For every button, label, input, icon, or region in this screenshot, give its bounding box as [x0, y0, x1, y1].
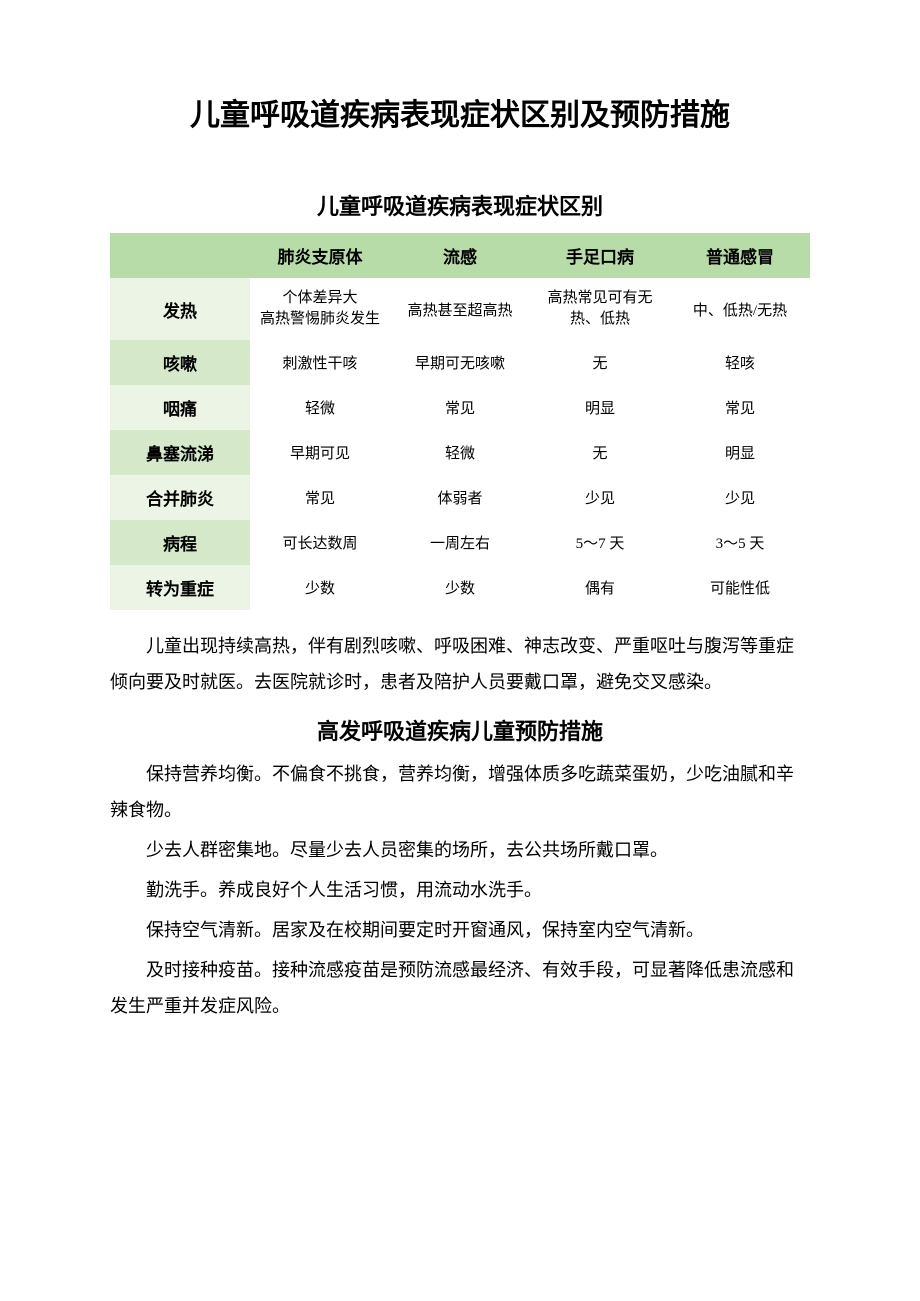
cell: 少见 [670, 475, 810, 520]
table-row: 鼻塞流涕 早期可见 轻微 无 明显 [110, 430, 810, 475]
cell: 可能性低 [670, 565, 810, 610]
cell: 轻微 [390, 430, 530, 475]
cell: 高热常见可有无热、低热 [530, 278, 670, 340]
table-row: 合并肺炎 常见 体弱者 少见 少见 [110, 475, 810, 520]
cell: 刺激性干咳 [250, 340, 390, 385]
cell: 高热甚至超高热 [390, 278, 530, 340]
table-row: 发热 个体差异大高热警惕肺炎发生 高热甚至超高热 高热常见可有无热、低热 中、低… [110, 278, 810, 340]
cell: 体弱者 [390, 475, 530, 520]
cell: 个体差异大高热警惕肺炎发生 [250, 278, 390, 340]
table-row: 病程 可长达数周 一周左右 5～7 天 3～5 天 [110, 520, 810, 565]
col-header-4: 普通感冒 [670, 233, 810, 278]
col-header-1: 肺炎支原体 [250, 233, 390, 278]
cell: 常见 [670, 385, 810, 430]
cell: 轻微 [250, 385, 390, 430]
cell: 中、低热/无热 [670, 278, 810, 340]
cell: 常见 [390, 385, 530, 430]
row-label: 病程 [110, 520, 250, 565]
cell: 可长达数周 [250, 520, 390, 565]
table-row: 转为重症 少数 少数 偶有 可能性低 [110, 565, 810, 610]
cell: 常见 [250, 475, 390, 520]
cell: 早期可见 [250, 430, 390, 475]
cell: 少见 [530, 475, 670, 520]
row-label: 咳嗽 [110, 340, 250, 385]
cell: 无 [530, 430, 670, 475]
prevention-paragraph: 保持空气清新。居家及在校期间要定时开窗通风，保持室内空气清新。 [110, 912, 810, 948]
cell: 明显 [530, 385, 670, 430]
row-label: 鼻塞流涕 [110, 430, 250, 475]
prevention-paragraph: 及时接种疫苗。接种流感疫苗是预防流感最经济、有效手段，可显著降低患流感和发生严重… [110, 952, 810, 1024]
cell: 偶有 [530, 565, 670, 610]
cell: 明显 [670, 430, 810, 475]
prevention-section-title: 高发呼吸道疾病儿童预防措施 [110, 714, 810, 746]
row-label: 发热 [110, 278, 250, 340]
cell: 少数 [390, 565, 530, 610]
cell: 无 [530, 340, 670, 385]
cell: 轻咳 [670, 340, 810, 385]
col-header-0 [110, 233, 250, 278]
prevention-paragraph: 少去人群密集地。尽量少去人员密集的场所，去公共场所戴口罩。 [110, 832, 810, 868]
prevention-paragraph: 保持营养均衡。不偏食不挑食，营养均衡，增强体质多吃蔬菜蛋奶，少吃油腻和辛辣食物。 [110, 756, 810, 828]
cell: 5～7 天 [530, 520, 670, 565]
table-row: 咽痛 轻微 常见 明显 常见 [110, 385, 810, 430]
row-label: 合并肺炎 [110, 475, 250, 520]
cell: 早期可无咳嗽 [390, 340, 530, 385]
table-row: 咳嗽 刺激性干咳 早期可无咳嗽 无 轻咳 [110, 340, 810, 385]
table-header-row: 肺炎支原体 流感 手足口病 普通感冒 [110, 233, 810, 278]
row-label: 咽痛 [110, 385, 250, 430]
prevention-paragraph: 勤洗手。养成良好个人生活习惯，用流动水洗手。 [110, 872, 810, 908]
col-header-3: 手足口病 [530, 233, 670, 278]
cell: 3～5 天 [670, 520, 810, 565]
main-title: 儿童呼吸道疾病表现症状区别及预防措施 [110, 90, 810, 134]
table-section-title: 儿童呼吸道疾病表现症状区别 [110, 189, 810, 221]
note-paragraph: 儿童出现持续高热，伴有剧烈咳嗽、呼吸困难、神志改变、严重呕吐与腹泻等重症倾向要及… [110, 628, 810, 700]
cell: 少数 [250, 565, 390, 610]
cell: 一周左右 [390, 520, 530, 565]
comparison-table: 肺炎支原体 流感 手足口病 普通感冒 发热 个体差异大高热警惕肺炎发生 高热甚至… [110, 233, 810, 610]
row-label: 转为重症 [110, 565, 250, 610]
col-header-2: 流感 [390, 233, 530, 278]
